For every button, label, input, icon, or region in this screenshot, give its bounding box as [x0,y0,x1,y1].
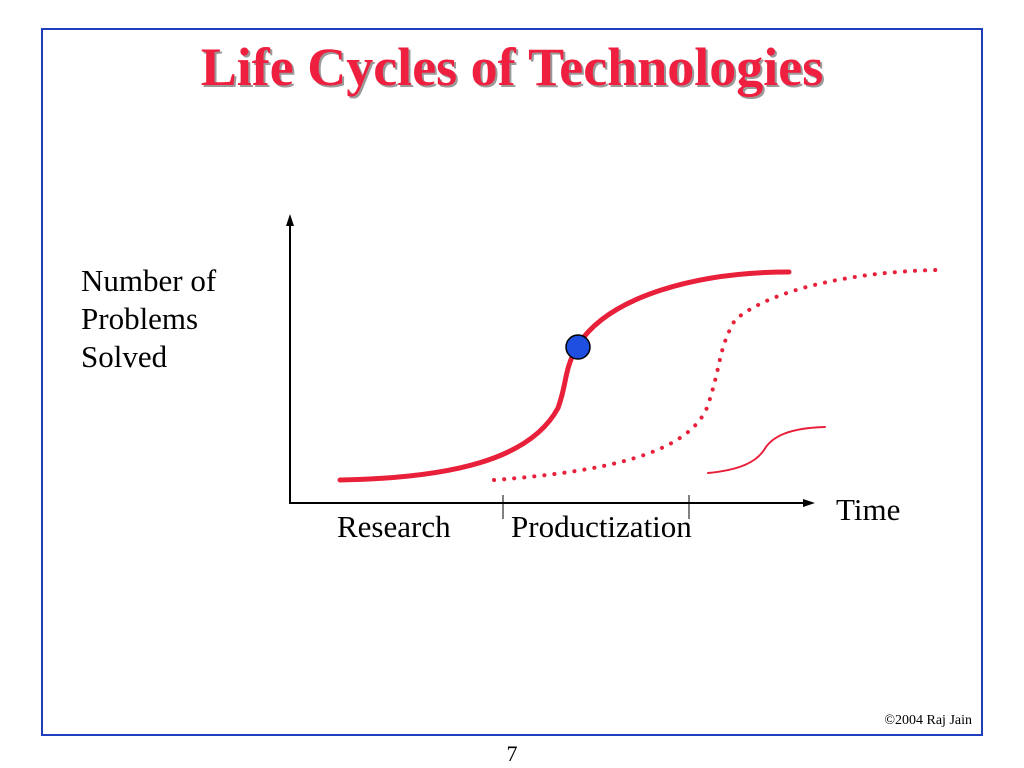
third-technology-curve [707,426,826,474]
phase-label-research: Research [337,509,451,544]
y-axis-label-line-2: Problems [81,301,199,336]
y-axis-label-line-3: Solved [81,339,168,374]
footer-copyright: ©2004 Raj Jain [884,713,972,728]
slide-frame [41,28,983,736]
y-axis-arrowhead [286,214,294,226]
current-position-marker [565,334,591,360]
phase-label-productization: Productization [511,509,692,544]
x-axis-arrowhead [803,499,815,507]
y-axis-label-line-1: Number of [81,263,217,298]
page-number: 7 [506,741,518,766]
second-technology-curve [492,268,938,482]
x-axis-label: Time [836,492,901,527]
y-axis-label: Number of Problems Solved [81,262,216,376]
slide-title: Life Cycles of Technologies [200,37,824,97]
first-technology-curve [337,269,792,483]
